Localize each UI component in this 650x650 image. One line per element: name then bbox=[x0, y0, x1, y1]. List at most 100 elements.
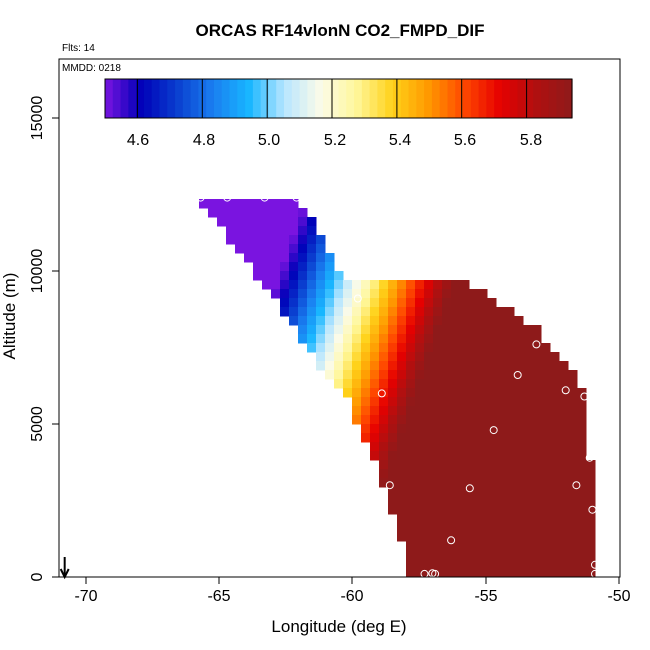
heatmap-cell bbox=[280, 217, 290, 227]
heatmap-cell bbox=[514, 397, 524, 407]
heatmap-cell bbox=[514, 559, 524, 569]
sample-point bbox=[431, 569, 440, 577]
heatmap-cell bbox=[523, 388, 533, 398]
heatmap-cell bbox=[424, 433, 434, 443]
heatmap-cell bbox=[361, 388, 371, 398]
heatmap-cell bbox=[460, 523, 470, 533]
heatmap-cell bbox=[406, 361, 416, 371]
heatmap-cell bbox=[433, 379, 443, 389]
heatmap-cell bbox=[424, 361, 434, 371]
heatmap-cell bbox=[370, 298, 380, 308]
heatmap-cell bbox=[325, 370, 335, 380]
heatmap-cell bbox=[397, 496, 407, 506]
heatmap-cell bbox=[514, 316, 524, 326]
heatmap-cell bbox=[424, 379, 434, 389]
heatmap-cell bbox=[442, 388, 452, 398]
heatmap-cell bbox=[388, 379, 398, 389]
heatmap-cell bbox=[415, 496, 425, 506]
heatmap-cell bbox=[352, 361, 362, 371]
heatmap-cell bbox=[334, 307, 344, 317]
heatmap-cell bbox=[253, 253, 263, 263]
heatmap-cell bbox=[253, 217, 263, 227]
heatmap-cell bbox=[541, 559, 551, 569]
heatmap-cell bbox=[505, 397, 515, 407]
sample-point bbox=[353, 294, 362, 303]
heatmap-cell bbox=[406, 433, 416, 443]
heatmap-cell bbox=[262, 199, 272, 209]
heatmap-cell bbox=[577, 523, 587, 533]
heatmap-cell bbox=[271, 217, 281, 227]
heatmap-cell bbox=[280, 307, 290, 317]
heatmap-cell bbox=[316, 316, 326, 326]
heatmap-cell bbox=[451, 289, 461, 299]
heatmap-cell bbox=[550, 370, 560, 380]
heatmap-cell bbox=[334, 343, 344, 353]
heatmap-cell bbox=[469, 460, 479, 470]
heatmap-cell bbox=[532, 523, 542, 533]
heatmap-cell bbox=[523, 505, 533, 515]
heatmap-cell bbox=[325, 343, 335, 353]
heatmap-cell bbox=[478, 550, 488, 560]
heatmap-cell bbox=[379, 334, 389, 344]
heatmap-cell bbox=[478, 316, 488, 326]
heatmap-cell bbox=[496, 559, 506, 569]
heatmap-cell bbox=[505, 361, 515, 371]
heatmap-cell bbox=[406, 568, 416, 577]
heatmap-cell bbox=[307, 289, 317, 299]
heatmap-cell bbox=[559, 424, 569, 434]
heatmap-cell bbox=[406, 352, 416, 362]
heatmap-cell bbox=[577, 478, 587, 488]
heatmap-cell bbox=[532, 370, 542, 380]
heatmap-cell bbox=[388, 280, 398, 290]
heatmap-cell bbox=[505, 334, 515, 344]
heatmap-cell bbox=[397, 424, 407, 434]
heatmap-cell bbox=[469, 532, 479, 542]
heatmap-cell bbox=[532, 325, 542, 335]
colorbar-swatch bbox=[315, 79, 324, 118]
heatmap-cell bbox=[442, 451, 452, 461]
heatmap-cell bbox=[352, 352, 362, 362]
heatmap-cell bbox=[505, 451, 515, 461]
heatmap-cell bbox=[289, 262, 299, 272]
heatmap-cell bbox=[586, 559, 596, 569]
colorbar-swatch bbox=[128, 79, 137, 118]
heatmap-cell bbox=[568, 568, 578, 577]
sample-point bbox=[585, 453, 594, 462]
heatmap-cell bbox=[352, 370, 362, 380]
marker-arrow-head bbox=[59, 568, 70, 580]
heatmap-cell bbox=[415, 460, 425, 470]
colorbar-swatch bbox=[540, 79, 550, 118]
heatmap-cell bbox=[487, 505, 497, 515]
heatmap-cell bbox=[379, 478, 389, 488]
colorbar-swatch bbox=[463, 79, 472, 118]
heatmap-cell bbox=[343, 370, 353, 380]
heatmap-cell bbox=[505, 568, 515, 577]
heatmap-cell bbox=[541, 415, 551, 425]
heatmap-cell bbox=[217, 217, 227, 227]
heatmap-cell bbox=[370, 433, 380, 443]
heatmap-cell bbox=[487, 469, 497, 479]
sample-point bbox=[196, 193, 205, 202]
heatmap-cell bbox=[496, 316, 506, 326]
heatmap-cell bbox=[523, 361, 533, 371]
colorbar-swatch bbox=[400, 79, 410, 118]
heatmap-cell bbox=[478, 352, 488, 362]
heatmap-cell bbox=[442, 334, 452, 344]
heatmap-cell bbox=[424, 559, 434, 569]
heatmap-cell bbox=[415, 523, 425, 533]
heatmap-cell bbox=[469, 352, 479, 362]
heatmap-cell bbox=[361, 415, 371, 425]
heatmap-cell bbox=[478, 307, 488, 317]
heatmap-cell bbox=[487, 307, 497, 317]
heatmap-cell bbox=[496, 550, 506, 560]
heatmap-cell bbox=[577, 532, 587, 542]
heatmap-cell bbox=[568, 415, 578, 425]
heatmap-cell bbox=[388, 298, 398, 308]
heatmap-cell bbox=[370, 388, 380, 398]
heatmap-cell bbox=[559, 433, 569, 443]
heatmap-cell bbox=[307, 226, 317, 236]
heatmap-cell bbox=[496, 343, 506, 353]
heatmap-cell bbox=[316, 271, 326, 281]
heatmap-cell bbox=[433, 298, 443, 308]
heatmap-cell bbox=[289, 244, 299, 254]
